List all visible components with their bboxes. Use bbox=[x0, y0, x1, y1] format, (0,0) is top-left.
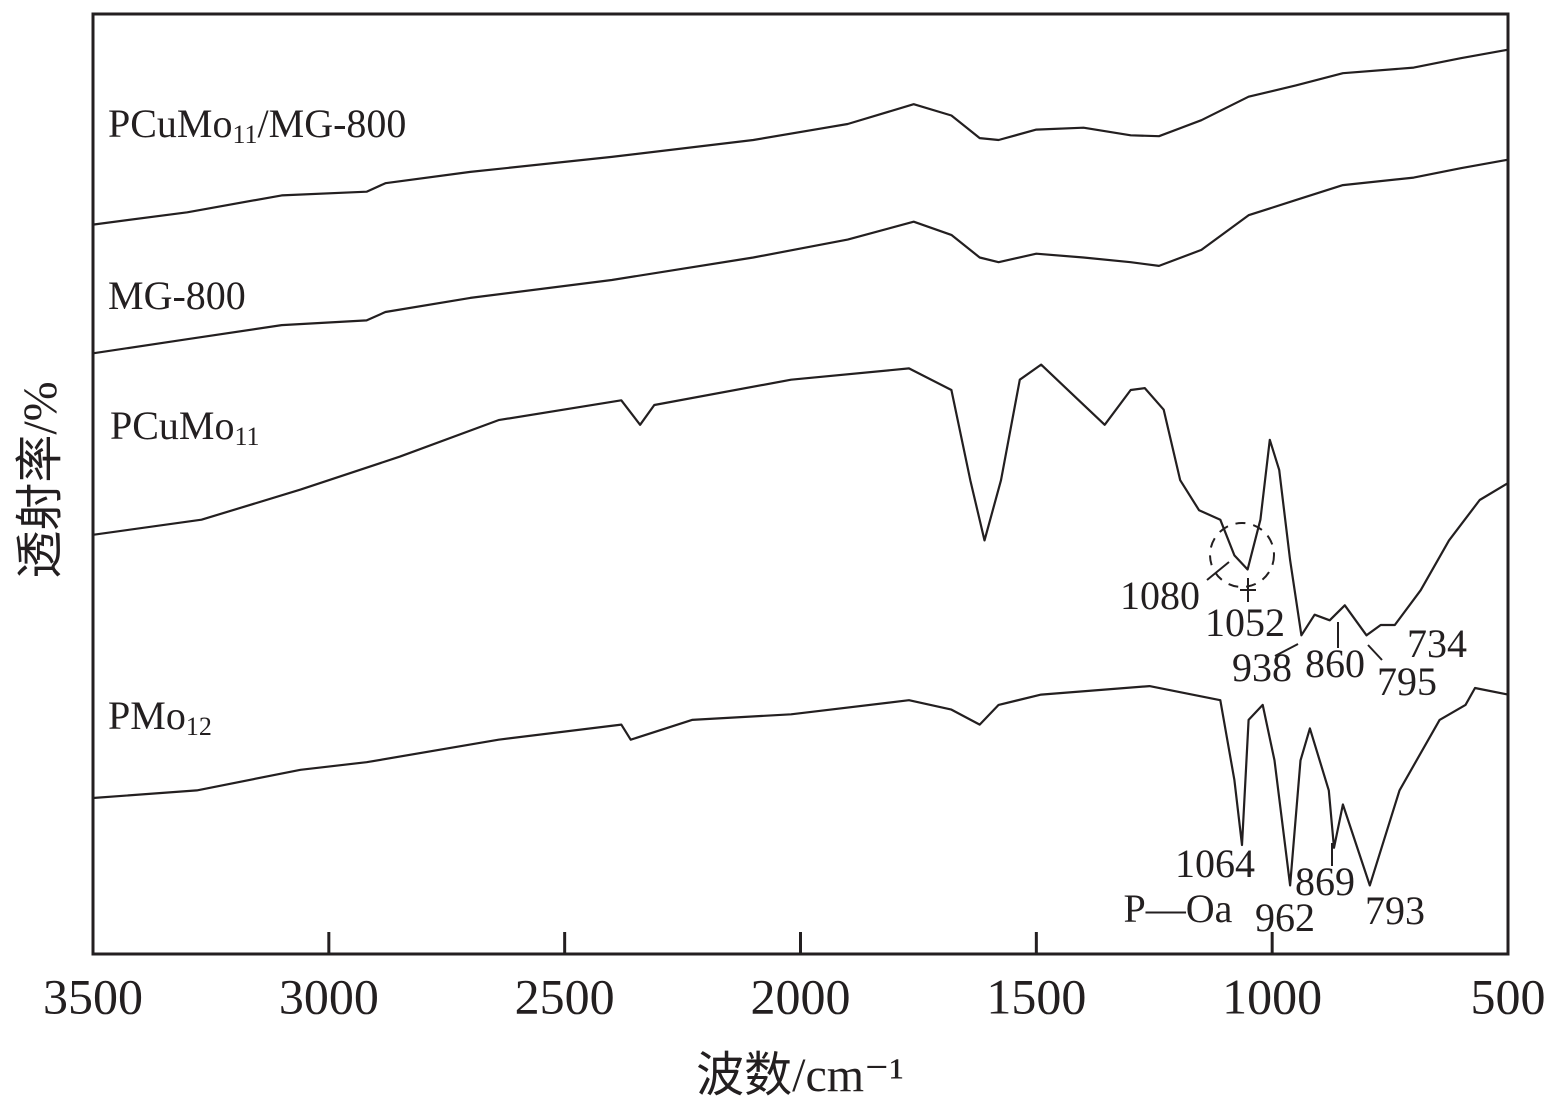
spectrum-line bbox=[92, 158, 1509, 355]
leader-line bbox=[1367, 644, 1383, 661]
peak-annotation: 938 bbox=[1232, 645, 1292, 690]
x-tick-label: 1500 bbox=[986, 968, 1086, 1024]
leader-line bbox=[1274, 643, 1299, 657]
y-axis-title: 透射率/% bbox=[14, 381, 67, 578]
leader-line bbox=[1206, 561, 1230, 581]
peak-annotation: 734 bbox=[1407, 621, 1467, 666]
peak-annotation: P—Oa bbox=[1124, 886, 1233, 931]
series-label: PMo12 bbox=[108, 693, 212, 741]
x-tick-label: 2500 bbox=[515, 968, 615, 1024]
peak-annotation: 793 bbox=[1365, 888, 1425, 933]
x-tick-label: 2000 bbox=[751, 968, 851, 1024]
peak-annotation: 860 bbox=[1305, 641, 1365, 686]
x-tick-label: 1000 bbox=[1222, 968, 1322, 1024]
peak-annotation: 1080 bbox=[1120, 573, 1200, 618]
x-tick-label: 3000 bbox=[279, 968, 379, 1024]
spectrum-line bbox=[92, 363, 1509, 637]
spectrum-line bbox=[92, 685, 1509, 887]
peak-annotation: 962 bbox=[1255, 895, 1315, 940]
spectrum-line bbox=[92, 48, 1509, 226]
peak-annotation: 795 bbox=[1377, 659, 1437, 704]
series-label: MG-800 bbox=[108, 273, 246, 318]
highlight-circle bbox=[1209, 522, 1275, 588]
x-tick-label: 3500 bbox=[43, 968, 143, 1024]
x-axis-title: 波数/cm⁻¹ bbox=[696, 1049, 904, 1102]
peak-annotation: 1052 bbox=[1205, 600, 1285, 645]
peak-annotation: 869 bbox=[1295, 859, 1355, 904]
series-label: PCuMo11/MG-800 bbox=[108, 101, 406, 149]
peak-annotation: 1064 bbox=[1175, 841, 1255, 886]
leaders bbox=[1206, 522, 1383, 866]
x-tick-label: 500 bbox=[1471, 968, 1546, 1024]
series-label: PCuMo11 bbox=[110, 403, 260, 451]
